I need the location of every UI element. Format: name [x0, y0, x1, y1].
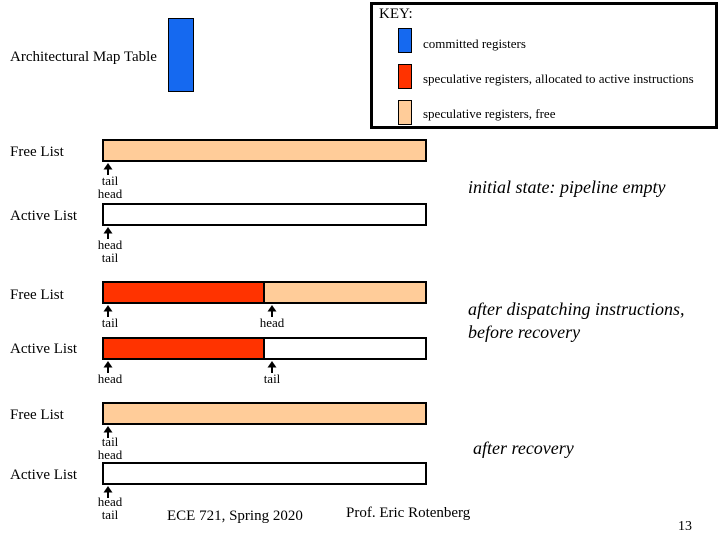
key-item-speculative-active-label: speculative registers, allocated to acti… — [423, 71, 694, 86]
active-list-bar — [102, 462, 427, 485]
allocated-segment — [104, 283, 265, 302]
up-arrow-icon — [103, 305, 113, 317]
pointer-label: head — [97, 371, 123, 386]
footer-course: ECE 721, Spring 2020 — [167, 508, 303, 524]
speculative-free-swatch — [398, 100, 412, 125]
pointer-label: head — [97, 237, 123, 252]
empty-segment — [265, 339, 426, 358]
active-list-label: Active List — [10, 467, 78, 483]
pointer-label: head — [97, 185, 123, 201]
state-annotation: after dispatching instructions, before r… — [468, 299, 685, 342]
up-arrow-icon — [267, 305, 277, 317]
state-annotation: after recovery — [473, 438, 574, 458]
free-list-label: Free List — [10, 144, 64, 160]
pointer-label: tail — [101, 434, 119, 449]
key-item-committed-label: committed registers — [423, 36, 526, 51]
pointer-label: tail — [101, 249, 119, 265]
key-item-speculative-free-label: speculative registers, free — [423, 106, 556, 121]
pointer-label: head — [259, 315, 285, 330]
speculative-active-swatch — [398, 64, 412, 89]
free-list-bar — [102, 139, 427, 162]
pointer-labels: tail head — [92, 434, 128, 462]
free-segment — [104, 141, 425, 160]
up-arrow-icon — [103, 426, 113, 438]
key-title: KEY: — [379, 6, 413, 22]
pointer-labels: head tail — [92, 237, 128, 265]
free-list-bar — [102, 281, 427, 304]
empty-segment — [104, 205, 425, 224]
state-annotation: initial state: pipeline empty — [468, 177, 666, 197]
free-list-bar — [102, 402, 427, 425]
active-list-label: Active List — [10, 208, 78, 224]
pointer-label: tail — [101, 506, 119, 522]
pointer-labels: tail head — [92, 173, 128, 201]
active-list-label: Active List — [10, 341, 78, 357]
pointer-label: tail — [101, 315, 119, 330]
map-table-label: Architectural Map Table — [10, 49, 157, 65]
pointer-labels: tail — [254, 371, 290, 386]
free-list-label: Free List — [10, 407, 64, 423]
up-arrow-icon — [103, 163, 113, 175]
active-list-bar — [102, 203, 427, 226]
up-arrow-icon — [103, 361, 113, 373]
up-arrow-icon — [103, 227, 113, 239]
active-list-bar — [102, 337, 427, 360]
map-table-committed-rect — [168, 18, 194, 92]
footer-professor: Prof. Eric Rotenberg — [346, 505, 471, 521]
page-number: 13 — [678, 519, 692, 534]
allocated-segment — [104, 339, 265, 358]
up-arrow-icon — [267, 361, 277, 373]
pointer-label: tail — [101, 173, 119, 188]
committed-swatch — [398, 28, 412, 53]
free-segment — [264, 283, 425, 302]
pointer-labels: head — [92, 371, 128, 386]
pointer-label: tail — [263, 371, 281, 386]
up-arrow-icon — [103, 486, 113, 498]
pointer-label: head — [97, 446, 123, 462]
free-segment — [104, 404, 425, 423]
pointer-label: head — [97, 494, 123, 509]
key-box: KEY: committed registers speculative reg… — [370, 2, 718, 129]
pointer-labels: head tail — [92, 494, 128, 522]
free-list-label: Free List — [10, 287, 64, 303]
pointer-labels: head — [254, 315, 290, 330]
pointer-labels: tail — [92, 315, 128, 330]
empty-segment — [104, 464, 425, 483]
